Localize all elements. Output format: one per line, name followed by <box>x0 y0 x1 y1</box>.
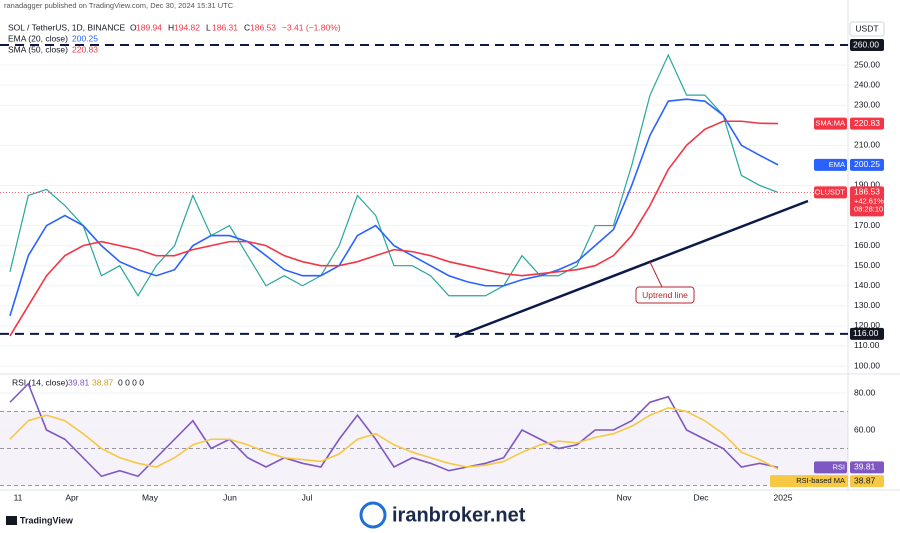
series-line <box>9 382 779 478</box>
y-tick-label: 170.00 <box>854 220 880 230</box>
watermark-text: iranbroker.net <box>392 504 526 526</box>
currency: USDT <box>855 23 878 33</box>
ohlc-value: 186.53 <box>250 22 276 32</box>
level-tag <box>850 39 884 51</box>
price-tag-name-box <box>814 158 847 171</box>
y-tick-label: 130.00 <box>854 300 880 310</box>
publisher: ranadagger published on TradingView.com,… <box>4 1 234 10</box>
x-tick-label: 2025 <box>774 492 793 502</box>
ema-legend-value: 200.25 <box>72 33 98 43</box>
series-line <box>9 406 779 470</box>
y-tick-label: 190.00 <box>854 180 880 190</box>
y-tick-label: 110.00 <box>854 340 880 350</box>
price-tag-name: SMA:MA <box>815 119 845 128</box>
ohlc-value: 186.31 <box>212 22 238 32</box>
price-tag-name-box <box>814 117 847 130</box>
price-tag-name: RSI <box>832 462 845 471</box>
y-tick-label: 160.00 <box>854 240 880 250</box>
x-tick-label: Apr <box>65 492 78 502</box>
x-tick-label: 11 <box>14 492 23 502</box>
series-line <box>9 98 779 317</box>
currency-box <box>849 21 885 37</box>
series-line <box>9 53 779 297</box>
brand-logo <box>6 516 17 525</box>
price-tag <box>850 186 884 217</box>
price-tag-value: 39.81 <box>854 462 876 472</box>
level-tag <box>850 327 884 340</box>
rsi-legend-value: 39.81 <box>68 377 90 387</box>
countdown: 08:28:10 <box>854 204 883 213</box>
sma-legend-value: 220.83 <box>72 44 98 54</box>
price-tag-value: 186.53 <box>854 187 880 197</box>
watermark-logo <box>359 501 387 529</box>
symbol: SOL / TetherUS, 1D, BINANCE <box>8 22 125 32</box>
watermark: iranbroker.net <box>359 501 526 529</box>
x-tick-label: May <box>142 492 159 502</box>
brand: TradingView <box>6 515 74 525</box>
x-tick-label: Jun <box>223 492 237 502</box>
price-tag-name-box <box>814 186 847 199</box>
x-tick-label: Dec <box>693 492 709 502</box>
price-tag-name: EMA <box>829 160 845 169</box>
ohlc-value: 189.94 <box>136 22 162 32</box>
price-tag-value: 200.25 <box>854 159 880 169</box>
price-tag <box>850 117 884 130</box>
annotation: Uptrend line <box>642 290 688 300</box>
brand-name: TradingView <box>20 515 74 525</box>
ohlc-key: O <box>130 22 137 32</box>
y-tick-label: 240.00 <box>854 79 880 89</box>
ohlc-key: H <box>168 22 174 32</box>
y-tick-label: 140.00 <box>854 280 880 290</box>
y-tick-label: 120.00 <box>854 320 880 330</box>
level-label: 116.00 <box>853 328 879 338</box>
y-tick-label: 250.00 <box>854 59 880 69</box>
rsi-ma-name: RSI-based MA <box>796 476 845 485</box>
rsi-ma-name-box <box>770 475 848 488</box>
price-change: +42.61% <box>854 196 884 205</box>
sma-legend: SMA (50, close) <box>8 44 68 54</box>
ohlc-value: 194.82 <box>174 22 200 32</box>
level-label: 260.00 <box>853 39 879 49</box>
y-tick-label: 100.00 <box>854 360 880 370</box>
series-line <box>9 120 779 337</box>
ema-legend: EMA (20, close) <box>8 33 68 43</box>
y-tick-label: 230.00 <box>854 99 880 109</box>
x-tick-label: Nov <box>616 492 632 502</box>
y-tick-label: 210.00 <box>854 140 880 150</box>
rsi-ma-tag <box>850 475 884 488</box>
annotation-box <box>635 286 695 304</box>
price-tag-name: SOLUSDT <box>810 187 846 196</box>
ohlc-key: L <box>206 22 211 32</box>
annotation-arrow <box>649 261 663 288</box>
y-tick-label: 60.00 <box>854 424 876 434</box>
price-tag-value: 220.83 <box>854 118 880 128</box>
price-tag <box>850 461 884 474</box>
rsi-ma-tag-value: 38.87 <box>854 475 876 485</box>
trend-line <box>454 199 809 339</box>
price-tag-name-box <box>814 461 847 474</box>
x-tick-label: Jul <box>302 492 313 502</box>
y-tick-label: 150.00 <box>854 260 880 270</box>
rsi-legend: RSI (14, close) <box>12 377 68 387</box>
price-tag <box>850 158 884 171</box>
rsi-extra: 0 0 0 0 <box>118 377 144 387</box>
ohlc-change: −3.41 (−1.80%) <box>282 22 341 32</box>
y-tick-label: 80.00 <box>854 387 876 397</box>
ohlc-key: C <box>244 22 250 32</box>
rsi-ma-legend-value: 38.87 <box>92 377 114 387</box>
